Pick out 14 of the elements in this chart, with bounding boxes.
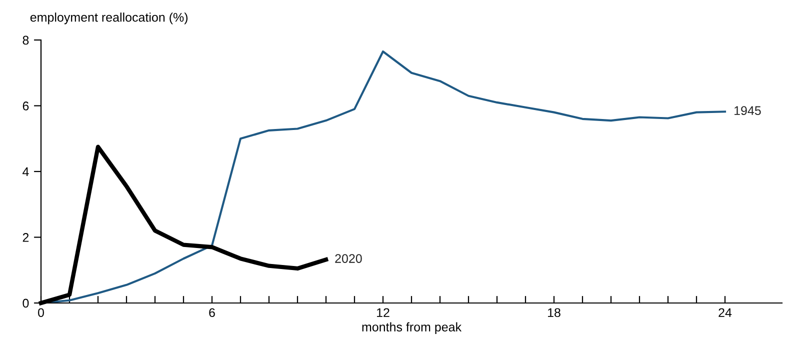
series-label: 1945 bbox=[734, 106, 761, 116]
x-tick-label: 18 bbox=[548, 308, 560, 318]
x-axis-title: months from peak bbox=[362, 322, 462, 334]
series-label: 2020 bbox=[335, 254, 362, 263]
y-tick-label: 6 bbox=[22, 102, 29, 110]
x-tick-label: 24 bbox=[718, 308, 732, 317]
y-tick-label: 8 bbox=[22, 36, 29, 45]
x-tick-label: 6 bbox=[209, 308, 215, 318]
y-tick-label: 0 bbox=[22, 298, 29, 308]
x-tick-label: 12 bbox=[377, 308, 390, 317]
y-tick-label: 4 bbox=[22, 167, 29, 176]
x-tick-label: 0 bbox=[38, 308, 44, 318]
y-tick-label: 2 bbox=[22, 233, 29, 242]
y-axis-title: employment reallocation (%) bbox=[30, 12, 188, 24]
